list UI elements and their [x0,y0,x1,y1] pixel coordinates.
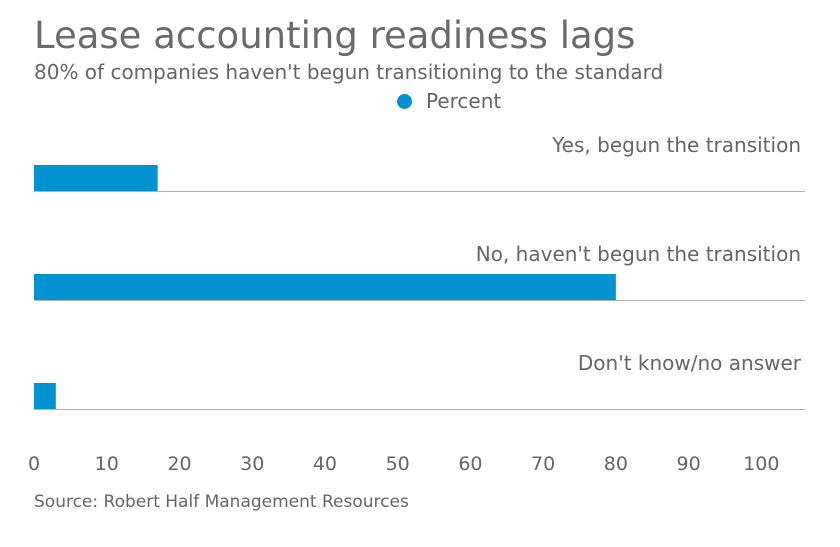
chart-subtitle: 80% of companies haven't begun transitio… [34,60,664,84]
x-tick-label: 100 [743,453,779,475]
category-label: Yes, begun the transition [551,133,801,157]
bar [34,383,56,409]
category-label: No, haven't begun the transition [476,242,801,266]
legend-label: Percent [426,89,502,113]
x-tick-label: 50 [386,453,410,475]
x-tick-label: 60 [458,453,482,475]
x-tick-label: 30 [240,453,264,475]
x-tick-label: 40 [313,453,337,475]
source-note: Source: Robert Half Management Resources [34,492,409,512]
bar [34,165,158,191]
x-tick-label: 90 [677,453,701,475]
category-label: Don't know/no answer [578,351,802,375]
x-tick-label: 0 [28,453,40,475]
x-tick-label: 70 [531,453,555,475]
x-tick-label: 10 [95,453,119,475]
legend-marker [397,93,412,109]
x-tick-label: 20 [167,453,191,475]
bar [34,274,616,300]
legend: Percent [397,89,501,113]
x-tick-label: 80 [604,453,628,475]
chart-title: Lease accounting readiness lags [34,14,636,57]
